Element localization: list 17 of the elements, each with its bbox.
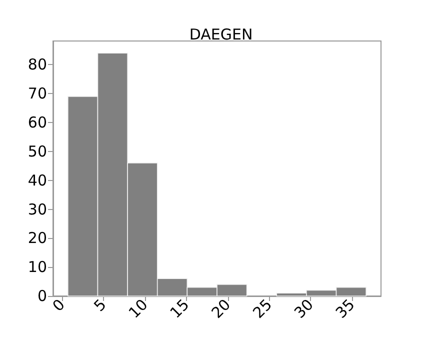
y-tick-label: 70 [28,84,47,103]
y-tick-label: 80 [28,56,47,74]
y-tick-label: 20 [28,229,47,248]
y-tick-label: 10 [28,258,47,276]
y-tick-label: 50 [28,142,47,160]
x-tick-label: 25 [249,296,276,322]
x-tick-label: 0 [48,296,68,316]
x-tick-label: 10 [125,296,152,322]
x-tick-label: 15 [166,296,193,322]
y-tick-label: 40 [28,171,47,190]
chart-title: DAEGEN [189,26,253,44]
x-tick-label: 35 [332,296,358,322]
x-tick-label: 20 [208,296,234,322]
y-tick-label: 30 [28,200,47,218]
x-tick-label: 30 [290,296,317,322]
y-tick-label: 60 [28,114,47,132]
x-tick-label: 5 [90,296,110,316]
